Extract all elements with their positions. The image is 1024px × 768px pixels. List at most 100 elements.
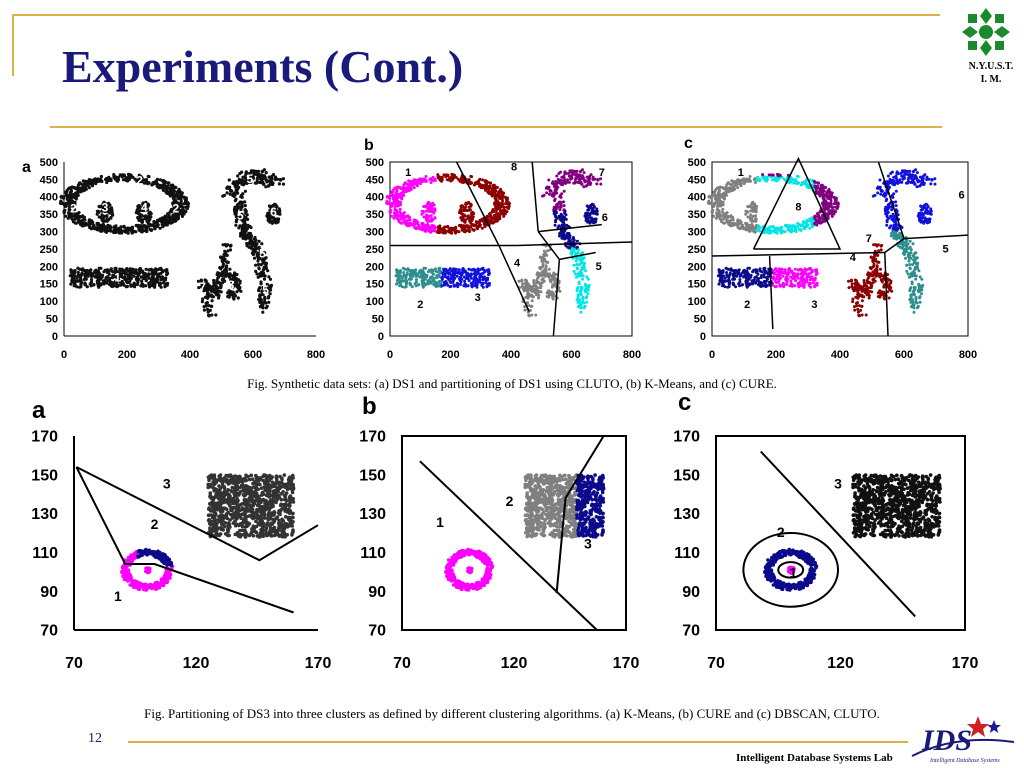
data-point [475,279,479,283]
data-point [819,190,823,194]
data-point [109,207,113,211]
institution-line-1: N.Y.U.S.T. [968,61,1014,72]
data-point [119,229,123,233]
x-tick-label: 800 [623,349,641,361]
data-point [217,293,221,298]
data-point [500,202,504,206]
data-point [577,298,581,302]
partition-line [538,223,602,233]
data-point [97,204,101,209]
data-point [583,304,587,308]
data-point [746,215,750,219]
data-point [154,225,158,229]
data-point [426,202,429,206]
data-point [500,197,504,201]
data-point [452,275,455,278]
x-tick-label: 0 [709,349,715,361]
data-point [59,199,63,203]
data-point [565,233,569,237]
data-point [540,260,544,264]
data-point [488,186,492,190]
data-point [586,220,590,224]
data-point [794,230,798,233]
data-point [710,210,714,214]
data-point [761,173,765,177]
plot-frame [389,161,633,337]
data-point [72,210,76,214]
data-point [553,199,557,203]
x-tick-label: 0 [387,349,393,361]
data-point [440,284,444,288]
data-point [718,189,722,193]
data-point [472,228,476,232]
data-point [492,210,496,213]
data-point [467,200,471,204]
data-point [67,211,71,215]
data-point [467,267,471,271]
data-point [275,177,280,181]
data-point [768,225,772,229]
data-point [411,269,415,273]
data-point [574,259,578,263]
data-point [587,179,591,183]
data-point [453,267,457,271]
data-point [548,192,551,196]
y-tick-label: 400 [366,192,384,204]
data-point [505,197,509,201]
data-point [572,244,576,248]
y-tick-label: 0 [700,331,706,343]
data-point [158,281,162,285]
data-point [550,292,554,296]
cluster-label: 3 [475,292,481,304]
data-point [789,230,793,234]
data-point [76,270,80,275]
data-point [470,181,474,185]
institution-line-2: I. M. [980,74,1002,85]
data-point [736,224,739,227]
data-point [225,191,229,195]
data-point [94,268,98,272]
data-point [583,180,587,184]
data-point [98,273,102,277]
data-point [562,189,566,193]
data-point [263,299,267,304]
data-point [582,185,586,189]
data-point [94,182,98,186]
data-point [233,294,238,298]
data-point [446,275,450,279]
y-tick-label: 50 [372,313,384,325]
data-point [746,210,749,214]
data-point [249,225,253,230]
data-point [408,222,412,226]
data-point [443,272,447,276]
data-point [735,269,739,273]
data-point [720,274,724,278]
data-point [814,268,818,272]
data-point [732,274,736,278]
cluster-label: 7 [599,167,605,179]
data-point [177,187,181,191]
data-point [174,199,178,203]
data-point [553,206,557,210]
data-point [546,272,550,276]
data-point [91,181,95,185]
data-point [259,274,264,278]
data-point [544,268,548,272]
data-point [780,226,783,230]
data-point [448,271,452,275]
data-point [581,274,585,278]
data-point [498,190,501,194]
data-point [448,280,452,283]
data-point [268,220,272,224]
data-point [181,206,185,210]
data-point [106,268,111,272]
data-point [211,284,215,288]
data-point [498,207,502,211]
data-point [835,207,839,210]
data-point [428,202,432,206]
data-point [582,266,586,270]
x-tick-label: 200 [118,349,136,361]
data-point [443,225,447,229]
data-point [757,225,761,229]
data-point [233,193,237,197]
